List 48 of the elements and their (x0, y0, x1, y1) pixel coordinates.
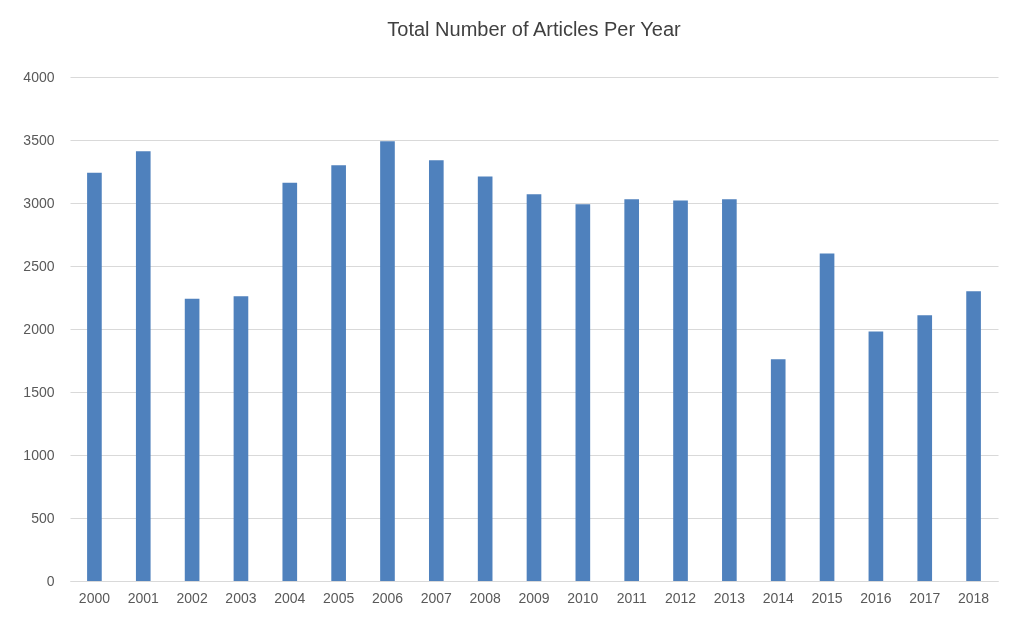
bar (966, 291, 981, 581)
x-tick-label: 2011 (616, 589, 647, 606)
bar (722, 199, 737, 581)
bar (917, 315, 933, 581)
x-tick-label: 2003 (225, 589, 257, 606)
bar (282, 182, 298, 581)
bar (233, 296, 249, 581)
bar (526, 194, 542, 581)
x-tick-label: 2009 (518, 589, 550, 606)
x-tick-label: 2015 (811, 589, 843, 606)
x-tick-label: 2005 (323, 589, 355, 606)
x-tick-label: 2000 (78, 589, 111, 606)
y-tick-label: 2000 (23, 320, 55, 337)
x-tick-label: 2014 (762, 589, 794, 606)
bar (868, 331, 884, 581)
bar (624, 199, 640, 581)
bar (135, 151, 151, 581)
bar (331, 165, 346, 581)
y-tick-label: 1500 (23, 383, 55, 400)
x-tick-label: 2007 (420, 589, 453, 606)
x-tick-label: 2006 (371, 589, 404, 606)
y-tick-label: 500 (31, 509, 55, 526)
y-tick-label: 1000 (23, 446, 55, 463)
x-tick-label: 2017 (909, 589, 941, 606)
bar (477, 176, 493, 581)
bar (575, 204, 591, 581)
y-tick-label: 4000 (23, 68, 55, 85)
bar (770, 359, 786, 581)
x-tick-label: 2004 (274, 589, 306, 606)
x-tick-label: 2002 (176, 589, 208, 606)
bar (673, 200, 688, 581)
bar (87, 172, 102, 581)
x-tick-label: 2016 (860, 589, 892, 606)
x-tick-label: 2013 (713, 589, 746, 606)
x-tick-label: 2008 (469, 589, 501, 606)
y-tick-label: 0 (46, 572, 55, 589)
bar (380, 141, 395, 581)
x-tick-label: 2010 (567, 589, 599, 606)
chart-title: Total Number of Articles Per Year (387, 18, 682, 40)
bar (819, 253, 835, 581)
y-tick-label: 3500 (23, 131, 55, 148)
x-tick-label: 2018 (958, 589, 990, 606)
x-tick-label: 2001 (127, 589, 160, 606)
bar (184, 298, 200, 581)
x-tick-label: 2012 (664, 589, 697, 606)
y-tick-label: 3000 (23, 194, 55, 211)
y-tick-label: 2500 (23, 257, 55, 274)
bar (428, 160, 444, 581)
